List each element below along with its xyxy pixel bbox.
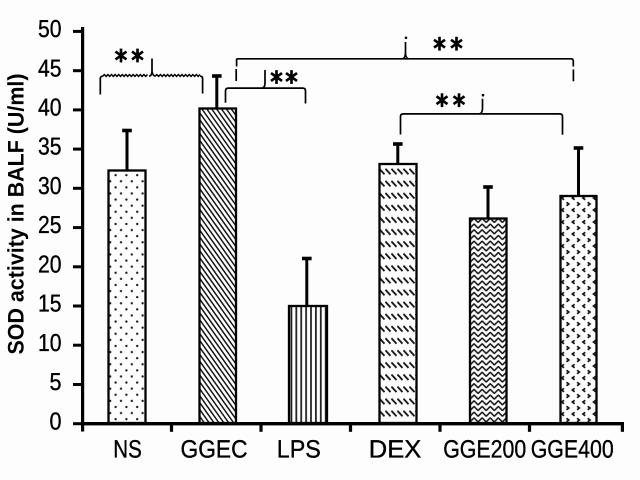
svg-text:GGE400: GGE400	[531, 436, 614, 464]
svg-text:LPS: LPS	[277, 436, 321, 464]
svg-text:45: 45	[38, 55, 62, 82]
svg-text:50: 50	[38, 16, 62, 43]
svg-text:15: 15	[38, 291, 62, 318]
svg-text:20: 20	[38, 251, 62, 278]
svg-text:40: 40	[38, 95, 62, 122]
svg-text:GGE200: GGE200	[443, 436, 526, 464]
svg-text:35: 35	[38, 134, 62, 161]
svg-text:GGEC: GGEC	[181, 436, 248, 464]
svg-text:DEX: DEX	[369, 436, 422, 464]
svg-text:25: 25	[38, 212, 62, 239]
svg-text:5: 5	[50, 369, 62, 396]
svg-text:10: 10	[38, 330, 62, 357]
svg-text:0: 0	[50, 408, 62, 435]
svg-text:SOD activity in BALF (U/ml): SOD activity in BALF (U/ml)	[4, 74, 29, 355]
svg-text:NS: NS	[113, 436, 142, 464]
svg-text:30: 30	[38, 173, 62, 200]
